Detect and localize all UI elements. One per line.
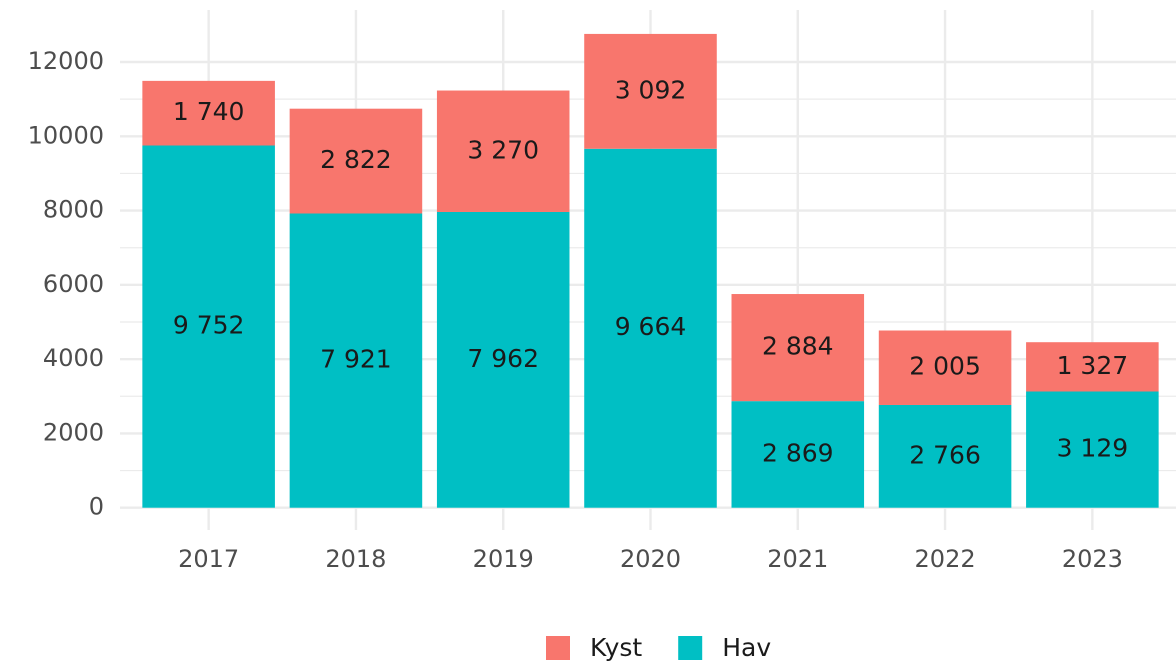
y-tick-label: 0 <box>89 493 104 521</box>
bar-segment <box>731 401 865 508</box>
bar-segment <box>436 211 570 508</box>
y-tick-label: 12000 <box>28 47 104 75</box>
x-tick-label: 2020 <box>620 545 681 573</box>
x-tick-label: 2018 <box>325 545 386 573</box>
value-label: 9 664 <box>615 312 687 341</box>
bar-segment <box>142 145 275 508</box>
value-label: 2 884 <box>762 332 834 361</box>
value-label: 7 962 <box>467 344 539 373</box>
x-tick-label: 2017 <box>178 545 239 573</box>
legend-label: Kyst <box>590 633 642 662</box>
x-tick-label: 2019 <box>473 545 534 573</box>
y-tick-label: 2000 <box>43 418 104 446</box>
value-label: 7 921 <box>320 345 392 374</box>
bar-segment <box>878 330 1012 405</box>
value-label: 3 270 <box>467 135 539 164</box>
x-tick-label: 2022 <box>915 545 976 573</box>
value-label: 1 740 <box>173 97 245 126</box>
y-tick-label: 4000 <box>43 344 104 372</box>
value-label: 2 869 <box>762 438 834 467</box>
bar-segment <box>1026 391 1159 508</box>
bar-segment <box>878 404 1012 508</box>
legend-label: Hav <box>722 633 771 662</box>
value-label: 3 129 <box>1057 434 1129 463</box>
bar-segment <box>142 80 275 146</box>
bar-segment <box>584 33 717 149</box>
value-label: 2 005 <box>909 352 981 381</box>
y-tick-label: 10000 <box>28 121 104 149</box>
bar-segment <box>584 148 717 508</box>
value-label: 9 752 <box>173 311 245 340</box>
value-label: 2 822 <box>320 145 392 174</box>
legend-swatch <box>678 636 703 660</box>
x-tick-label: 2023 <box>1062 545 1123 573</box>
value-label: 2 766 <box>909 440 981 469</box>
x-tick-label: 2021 <box>767 545 828 573</box>
legend-swatch <box>546 636 570 660</box>
y-tick-label: 6000 <box>43 270 104 298</box>
bar-segment <box>289 108 423 214</box>
bar-segment <box>289 213 423 508</box>
bar-segment <box>1026 342 1159 392</box>
bar-segment <box>731 294 865 402</box>
value-label: 3 092 <box>615 75 687 104</box>
bar-segment <box>436 90 570 212</box>
value-label: 1 327 <box>1057 351 1129 380</box>
y-tick-label: 8000 <box>43 196 104 224</box>
